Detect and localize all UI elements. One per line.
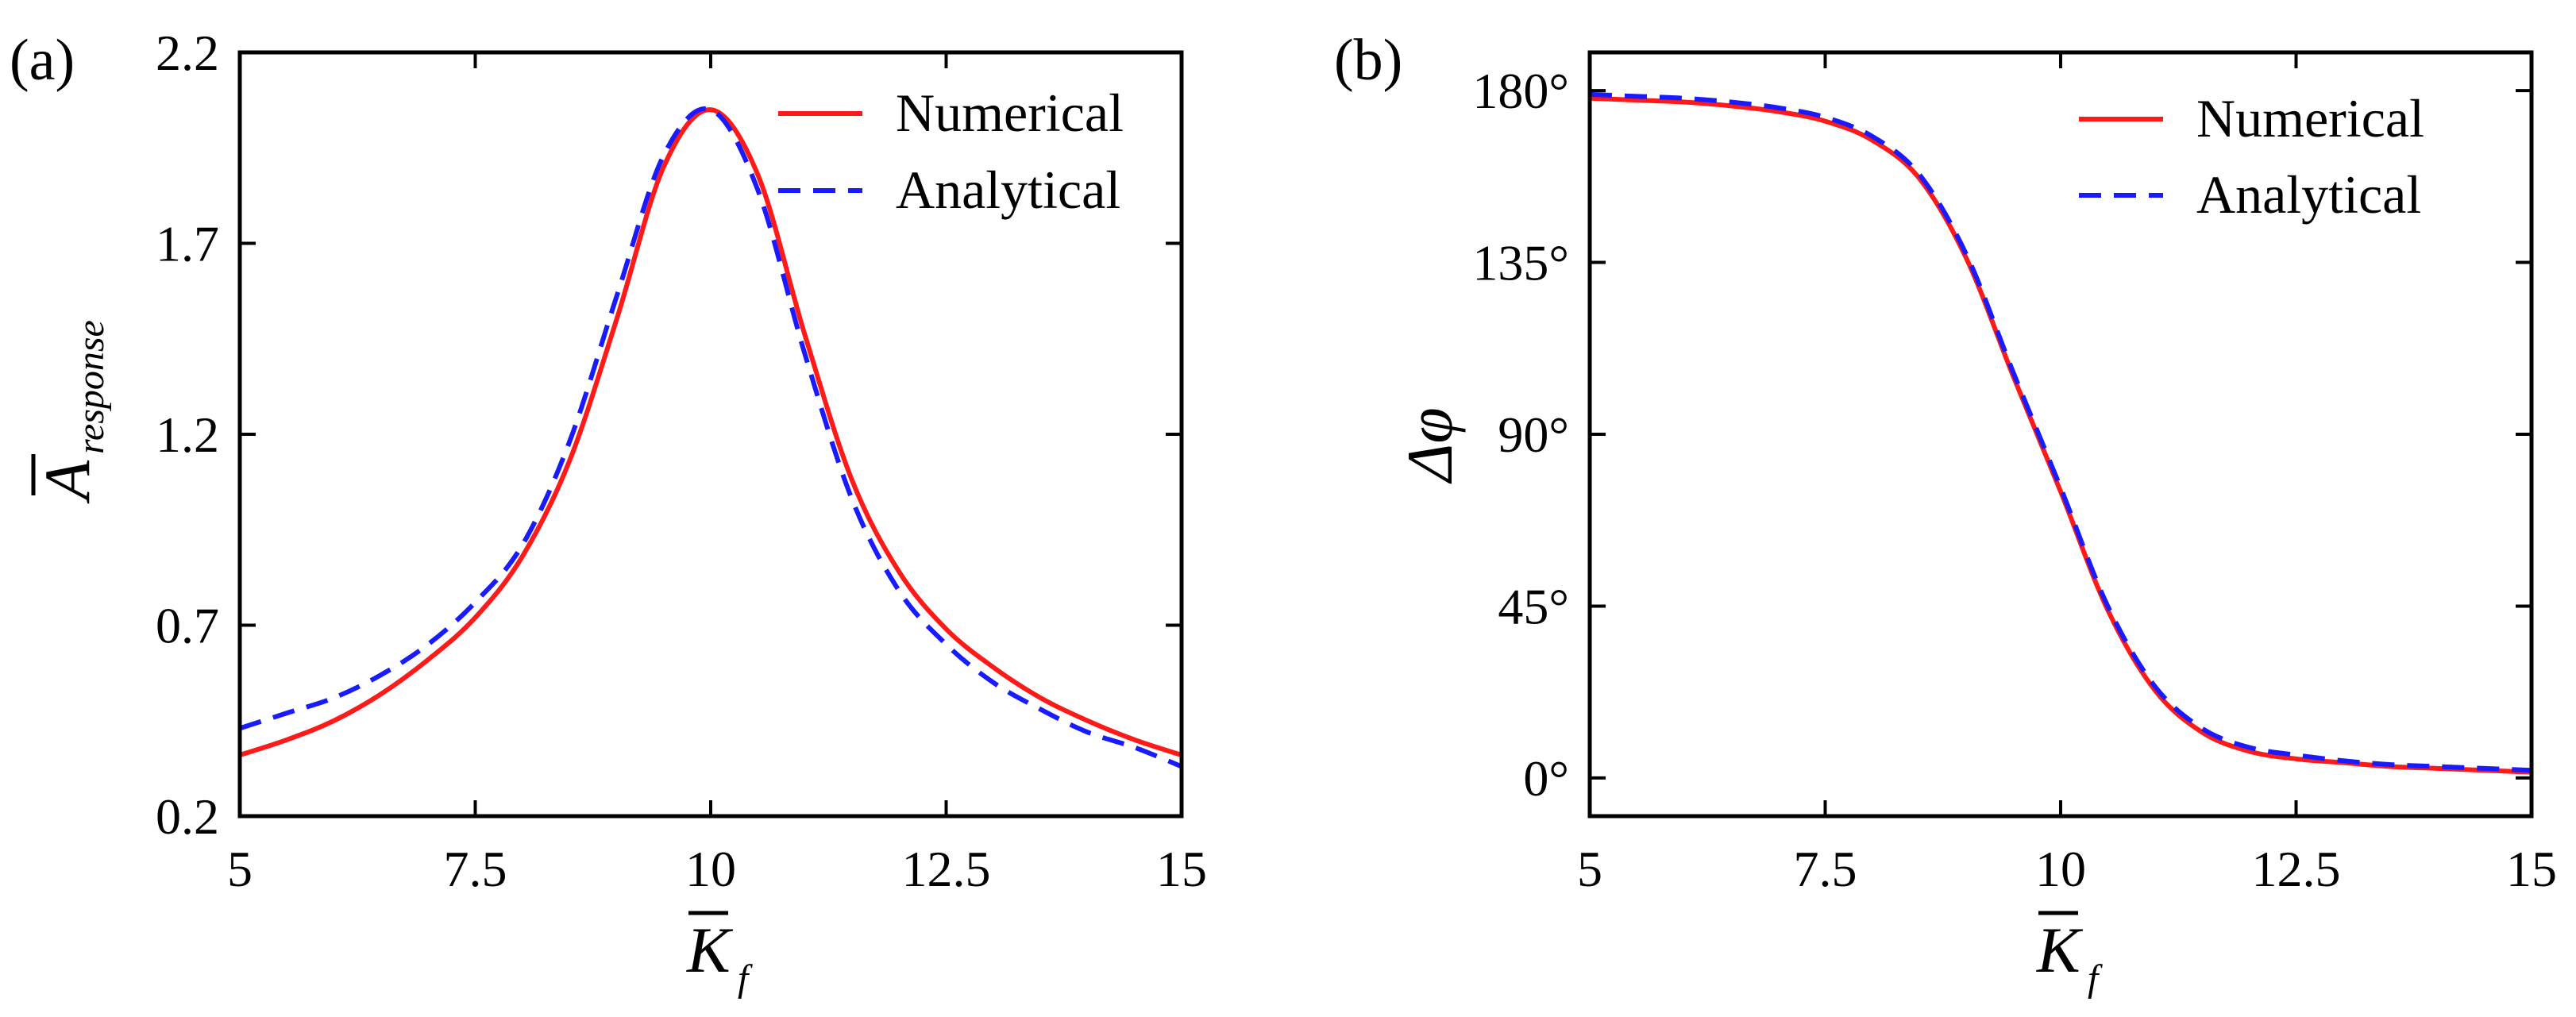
legend-label-analytical: Analytical <box>2196 164 2421 225</box>
x-tick-label: 12.5 <box>2252 841 2341 897</box>
y-tick-label: 0° <box>1523 750 1569 807</box>
x-axis-label: K <box>686 914 734 986</box>
x-tick-label: 15 <box>1156 841 1207 897</box>
x-axis-subscript: f <box>2088 957 2103 1000</box>
legend: Numerical Analytical <box>2079 88 2424 225</box>
x-tick-label: 12.5 <box>902 841 991 897</box>
y-tick-label: 1.7 <box>156 216 219 272</box>
y-axis-label: Δφ <box>1394 407 1466 484</box>
series-line-analytical <box>239 106 1183 769</box>
legend-label-numerical: Numerical <box>896 83 1124 143</box>
legend-label-numerical: Numerical <box>2196 88 2424 148</box>
y-tick-label: 180° <box>1472 63 1569 119</box>
x-tick-label: 10 <box>2035 841 2086 897</box>
x-axis-label: K <box>2036 914 2084 986</box>
x-tick-label: 10 <box>685 841 736 897</box>
y-tick-label: 1.2 <box>156 406 219 463</box>
panel-label: (b) <box>1334 28 1402 93</box>
legend-label-analytical: Analytical <box>896 160 1120 220</box>
x-tick-label: 7.5 <box>1794 841 1857 897</box>
x-axis-subscript: f <box>738 957 753 1000</box>
legend: Numerical Analytical <box>778 83 1124 220</box>
y-axis-label-subscript: response <box>70 320 112 454</box>
chart-panel-a: 5 7.5 10 12.5 15 0.2 0.7 1.2 1.7 2.2 (a) K f Arespons… <box>10 25 1207 1000</box>
x-tick-label: 5 <box>1577 841 1602 897</box>
y-tick-label: 0.2 <box>156 788 219 845</box>
x-tick-label: 5 <box>227 841 253 897</box>
y-axis-label-base: A <box>31 460 103 504</box>
x-tick-label: 7.5 <box>444 841 507 897</box>
panel-label: (a) <box>10 28 75 93</box>
series-line-numerical <box>239 107 1182 757</box>
series-line-analytical <box>1589 91 2532 773</box>
y-tick-label: 135° <box>1472 235 1569 291</box>
x-tick-label: 15 <box>2506 841 2557 897</box>
chart-panel-b: 5 7.5 10 12.5 15 0° 45° 90° 135° 180° (b) K f Δφ Numer… <box>1334 28 2557 1000</box>
y-tick-label: 0.7 <box>156 598 219 654</box>
y-tick-label: 45° <box>1498 578 1569 634</box>
y-tick-label: 90° <box>1498 406 1569 463</box>
y-tick-label: 2.2 <box>156 25 219 81</box>
y-axis-label-base: Δφ <box>1394 407 1466 484</box>
